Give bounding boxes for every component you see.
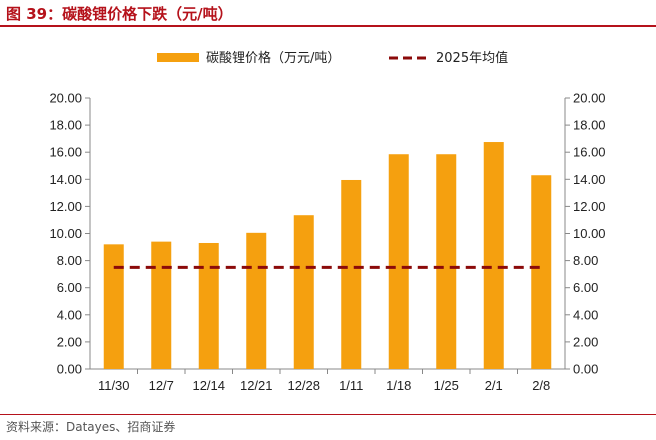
source-rule [0, 414, 656, 415]
y-tick-label-left: 20.00 [49, 91, 82, 106]
y-tick-label-left: 18.00 [49, 118, 82, 133]
y2-tick-label-right: 0.00 [573, 362, 598, 377]
y-tick-label-left: 12.00 [49, 199, 82, 214]
tick-labels: 0.00 0.00 2.00 2.00 4.00 4.00 6.00 6.00 8.00 8.00… [49, 91, 605, 394]
y2-tick-label-right: 2.00 [573, 334, 598, 349]
bar-series [103, 142, 552, 369]
y-tick-label-left: 0.00 [57, 362, 82, 377]
y-tick-label-left: 14.00 [49, 172, 82, 187]
y2-tick-label-right: 4.00 [573, 307, 598, 322]
title-rule [0, 25, 656, 27]
bar [198, 242, 219, 369]
y2-tick-label-right: 16.00 [573, 145, 606, 160]
x-tick-label: 12/28 [287, 378, 320, 393]
x-tick-label: 12/21 [240, 378, 273, 393]
y-tick-label-left: 10.00 [49, 226, 82, 241]
legend-label-bar: 碳酸锂价格（万元/吨） [206, 50, 340, 66]
x-tick-label: 1/18 [386, 378, 411, 393]
y2-tick-label-right: 8.00 [573, 253, 598, 268]
y2-tick-label-right: 12.00 [573, 199, 606, 214]
y-tick-label-left: 16.00 [49, 145, 82, 160]
y-tick-label-left: 4.00 [57, 307, 82, 322]
y2-tick-label-right: 20.00 [573, 91, 606, 106]
bar [388, 154, 409, 369]
bar [293, 215, 314, 369]
y2-tick-label-right: 10.00 [573, 226, 606, 241]
bar [341, 179, 362, 369]
y-tick-label-left: 8.00 [57, 253, 82, 268]
bar [103, 244, 124, 369]
bar [531, 175, 552, 369]
legend-swatch-bar [157, 53, 199, 62]
x-tick-label: 1/11 [339, 378, 363, 393]
x-tick-label: 2/1 [485, 378, 503, 393]
x-tick-label: 1/25 [434, 378, 459, 393]
bar [151, 241, 172, 369]
x-tick-label: 12/14 [192, 378, 225, 393]
legend-label-line: 2025年均值 [436, 50, 508, 66]
x-tick-label: 12/7 [149, 378, 174, 393]
y2-tick-label-right: 14.00 [573, 172, 606, 187]
y2-tick-label-right: 6.00 [573, 280, 598, 295]
y-tick-label-left: 6.00 [57, 280, 82, 295]
bar [246, 232, 267, 369]
y2-tick-label-right: 18.00 [573, 118, 606, 133]
source-note: 资料来源：Datayes、招商证券 [6, 420, 176, 434]
x-tick-label: 11/30 [98, 378, 130, 393]
x-tick-label: 2/8 [532, 378, 550, 393]
bar-chart: 碳酸锂价格（万元/吨） 2025年均值 0.00 0.00 2.00 2.00 4.00 4… [49, 50, 605, 394]
y-tick-label-left: 2.00 [57, 334, 82, 349]
legend: 碳酸锂价格（万元/吨） 2025年均值 [157, 50, 508, 66]
figure-title: 图 39：碳酸锂价格下跌（元/吨） [6, 5, 233, 23]
bar [483, 142, 504, 369]
bar [436, 154, 457, 369]
